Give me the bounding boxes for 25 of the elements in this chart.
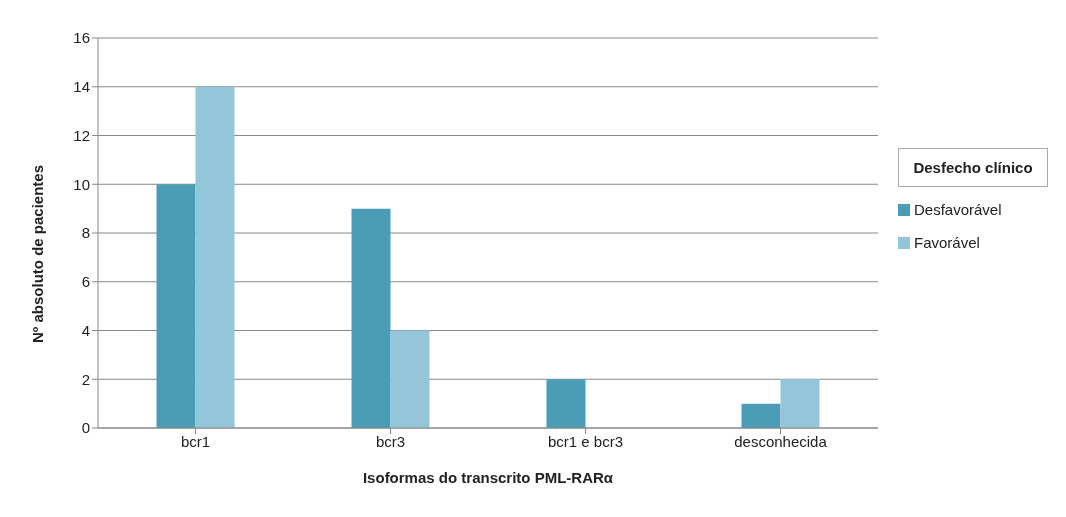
y-axis-title: Nº absoluto de pacientes (29, 164, 47, 343)
x-axis-title: Isoformas do transcrito PML-RARα (362, 469, 614, 486)
bar (741, 403, 781, 428)
bar (780, 379, 820, 428)
y-tick-label: 14 (73, 78, 90, 96)
x-tick-label: bcr3 (375, 432, 406, 450)
y-tick-label: 16 (73, 29, 90, 47)
y-tick-label: 0 (81, 419, 90, 437)
legend-label: Desfavorável (914, 201, 1002, 218)
bar (351, 208, 391, 428)
legend-label: Favorável (914, 234, 980, 251)
bar (195, 86, 235, 428)
x-tick-label: bcr1 (180, 432, 211, 450)
bar (156, 184, 196, 428)
y-tick-label: 6 (81, 273, 90, 291)
y-tick-label: 12 (73, 126, 90, 144)
x-tick-label: desconhecida (734, 432, 828, 450)
y-tick-label: 2 (81, 370, 90, 388)
y-tick-label: 10 (73, 175, 90, 193)
bar (546, 379, 586, 428)
legend-title: Desfecho clínico (898, 148, 1048, 187)
y-tick-label: 8 (81, 224, 90, 242)
y-tick-label: 4 (81, 321, 90, 339)
bar (390, 330, 430, 428)
x-tick-label: bcr1 e bcr3 (547, 432, 624, 450)
